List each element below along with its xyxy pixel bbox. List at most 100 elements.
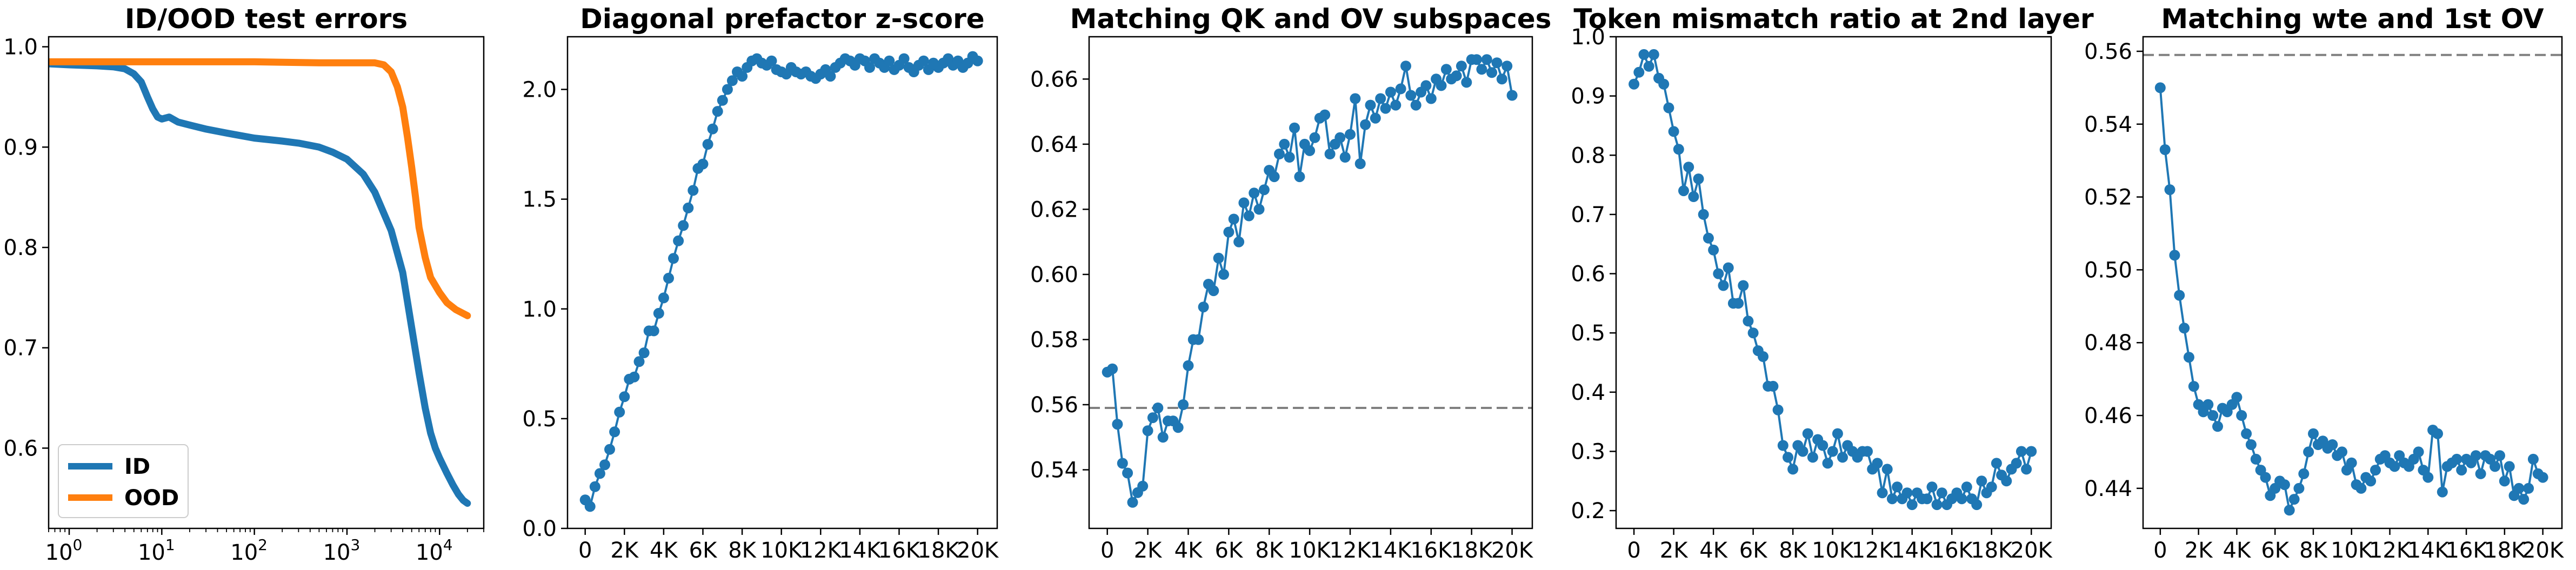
plot-frame [2142,36,2563,529]
data-point [2183,352,2194,363]
y-tick-label: 0.52 [2084,185,2132,210]
data-point [2288,494,2300,505]
x-tick-label: 20K [957,538,999,563]
data-point [2355,482,2367,494]
x-tick-label: 8K [728,538,757,563]
y-tick-label: 0.5 [1571,321,1605,346]
data-point [2207,410,2219,421]
y-tick-label: 0.7 [3,336,38,361]
data-point [1698,209,1709,220]
x-tick-label: 16K [1931,538,1974,563]
x-tick-label: 10K [760,538,803,563]
data-point [1198,301,1209,313]
data-point [1375,93,1386,104]
data-point [2490,461,2501,472]
data-point [1218,269,1229,280]
data-point [1703,232,1714,244]
y-tick-label: 0.2 [1571,499,1605,524]
data-point [726,75,738,86]
data-point [2169,250,2180,261]
data-point [1410,99,1422,111]
x-tick-label: 12K [800,538,843,563]
y-tick-label: 0.62 [1030,197,1078,222]
data-point [1223,226,1234,238]
data-point [1683,162,1694,173]
y-tick-label: 0.50 [2084,258,2132,283]
data-point [1400,61,1411,72]
data-point [584,501,596,512]
chart-title: ID/OOD test errors [125,3,408,35]
data-point [1961,481,1972,493]
chart-title: Diagonal prefactor z-score [580,3,984,35]
data-point [2212,421,2223,432]
x-tick-label: 6K [1215,538,1244,563]
data-point [2303,446,2314,458]
data-point [702,139,713,150]
data-point [1390,99,1402,111]
data-point [2437,486,2448,498]
data-point [766,55,777,66]
data-point [2250,453,2261,465]
data-point [1713,268,1724,279]
data-point [2523,482,2534,494]
data-point [1178,399,1189,410]
data-point [1249,187,1260,199]
plot-frame [1615,36,2052,529]
plot-frame [1088,36,1533,529]
x-tick-label: 18K [1451,538,1493,563]
series-line [1633,53,2033,506]
y-tick-label: 0.46 [2084,404,2132,428]
data-point [1476,64,1487,75]
data-point [1693,173,1704,185]
data-point [1827,446,1838,457]
data-point [2327,439,2338,450]
data-point [884,55,895,66]
data-point [1663,102,1674,113]
data-point [1991,458,2002,469]
x-tick-label: 0 [578,538,592,563]
y-tick-label: 0.58 [1030,327,1078,352]
x-tick-label: 10K [1812,538,1854,563]
data-point [707,123,718,135]
chart-title: Token mismatch ratio at 2nd layer [1573,3,2094,35]
y-tick-label: 0.6 [3,436,38,461]
x-tick-label: 20K [2011,538,2053,563]
data-point [1233,236,1245,247]
data-point [629,371,640,383]
data-point [2432,428,2443,439]
data-point [1881,464,1893,475]
data-point [1688,191,1699,202]
y-tick-label: 0.6 [1571,262,1605,287]
y-tick-label: 1.0 [3,35,38,60]
x-tick-label: 12K [2369,538,2412,563]
data-point [1228,213,1239,225]
data-point [2298,468,2310,479]
data-point [633,356,645,367]
y-tick-label: 0.8 [3,236,38,260]
y-tick-label: 1.5 [522,187,557,212]
data-point [653,307,664,319]
data-point [1892,481,1903,493]
x-tick-label: 20K [1491,538,1534,563]
data-point [1309,132,1320,143]
data-point [1787,464,1799,475]
data-point [1425,93,1437,104]
data-point [1183,360,1194,371]
data-point [2245,439,2257,450]
data-point [1284,152,1295,163]
y-tick-label: 0.54 [1030,458,1078,483]
plot-frame [566,36,998,529]
data-point [2499,475,2510,487]
data-point [864,62,875,73]
x-tick-label: 103 [323,536,361,565]
data-point [1832,428,1843,439]
data-point [688,185,699,196]
legend-label: OOD [124,486,179,511]
data-point [1777,440,1788,451]
data-point [2164,184,2175,196]
data-point [2537,472,2548,483]
data-point [1747,327,1759,339]
y-tick-label: 0.9 [3,135,38,160]
data-point [1877,487,1888,499]
data-point [1243,210,1254,222]
